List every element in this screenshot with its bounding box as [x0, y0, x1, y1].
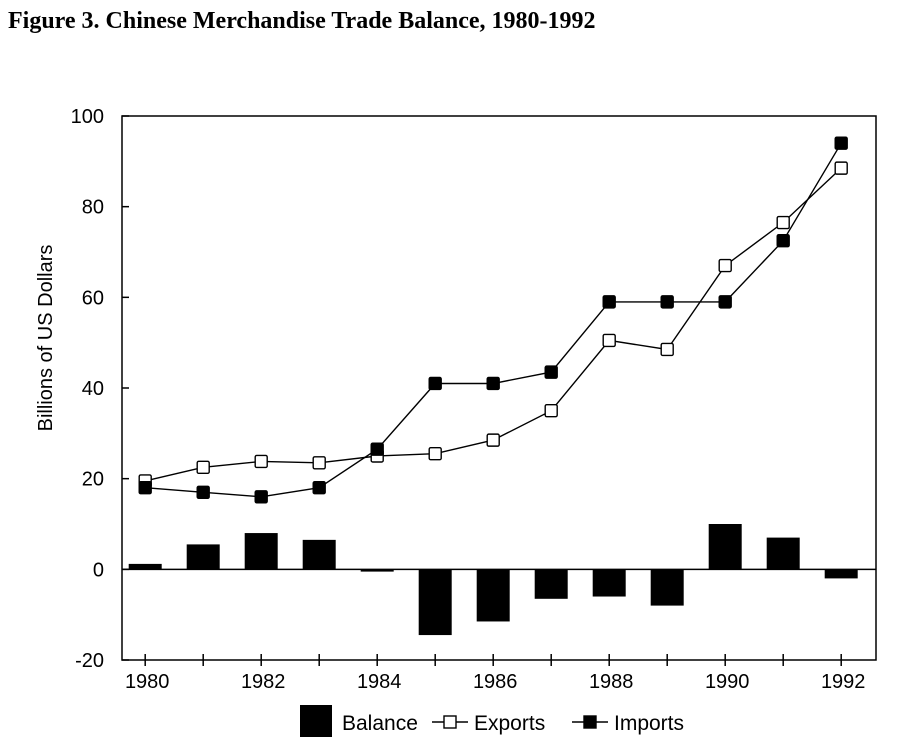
exports-point: [776, 215, 790, 230]
exports-point: [486, 433, 500, 447]
balance-bar: [824, 569, 858, 579]
imports-point: [718, 295, 732, 309]
exports-point: [660, 342, 674, 357]
y-tick-label: 40: [82, 378, 104, 400]
balance-bar: [708, 524, 742, 570]
y-axis-label: Billions of US Dollars: [35, 245, 57, 432]
balance-bar: [418, 569, 452, 636]
imports-point: [312, 481, 326, 495]
exports-point: [834, 161, 848, 175]
imports-point: [834, 136, 848, 150]
balance-bar: [534, 569, 568, 599]
legend-imports-marker: [583, 715, 597, 729]
legend-exports-label: Exports: [474, 712, 545, 735]
balance-bar: [186, 544, 220, 570]
balance-bar: [128, 563, 162, 570]
legend-imports-label: Imports: [614, 712, 684, 735]
x-tick-label: 1980: [125, 671, 170, 693]
y-tick-label: 80: [82, 197, 104, 219]
y-tick-label: 0: [93, 559, 104, 581]
imports-point: [428, 376, 442, 391]
y-tick-label: 60: [82, 287, 104, 309]
exports-point: [254, 454, 268, 469]
x-tick-label: 1988: [589, 671, 634, 693]
exports-point: [428, 447, 442, 461]
legend-exports-marker: [443, 715, 457, 729]
y-tick-label: 100: [71, 106, 104, 128]
x-tick-label: 1984: [357, 671, 402, 693]
imports-point: [660, 295, 674, 309]
balance-bar: [592, 569, 626, 597]
balance-bar: [244, 533, 278, 570]
imports-point: [138, 481, 152, 495]
imports-point: [776, 233, 790, 248]
imports-point: [370, 442, 384, 456]
exports-point: [718, 258, 732, 273]
imports-point: [544, 365, 558, 379]
balance-bar: [766, 537, 800, 570]
imports-point: [196, 485, 210, 499]
legend-balance-swatch: [300, 705, 332, 737]
exports-point: [544, 403, 558, 418]
y-tick-label: -20: [75, 650, 104, 672]
imports-point: [254, 490, 268, 504]
x-tick-label: 1986: [473, 671, 518, 693]
exports-point: [602, 333, 616, 348]
x-tick-label: 1990: [705, 671, 750, 693]
balance-bar: [476, 569, 510, 622]
x-tick-label: 1982: [241, 671, 286, 693]
exports-point: [196, 460, 210, 475]
y-tick-label: 20: [82, 469, 104, 491]
legend-balance-label: Balance: [342, 712, 418, 735]
x-tick-label: 1992: [821, 671, 866, 693]
balance-bar: [650, 569, 684, 606]
balance-bar: [360, 569, 394, 572]
imports-point: [486, 376, 500, 391]
figure-title: Figure 3. Chinese Merchandise Trade Bala…: [8, 8, 596, 34]
imports-point: [602, 295, 616, 309]
balance-bar: [302, 539, 336, 570]
exports-point: [312, 456, 326, 470]
